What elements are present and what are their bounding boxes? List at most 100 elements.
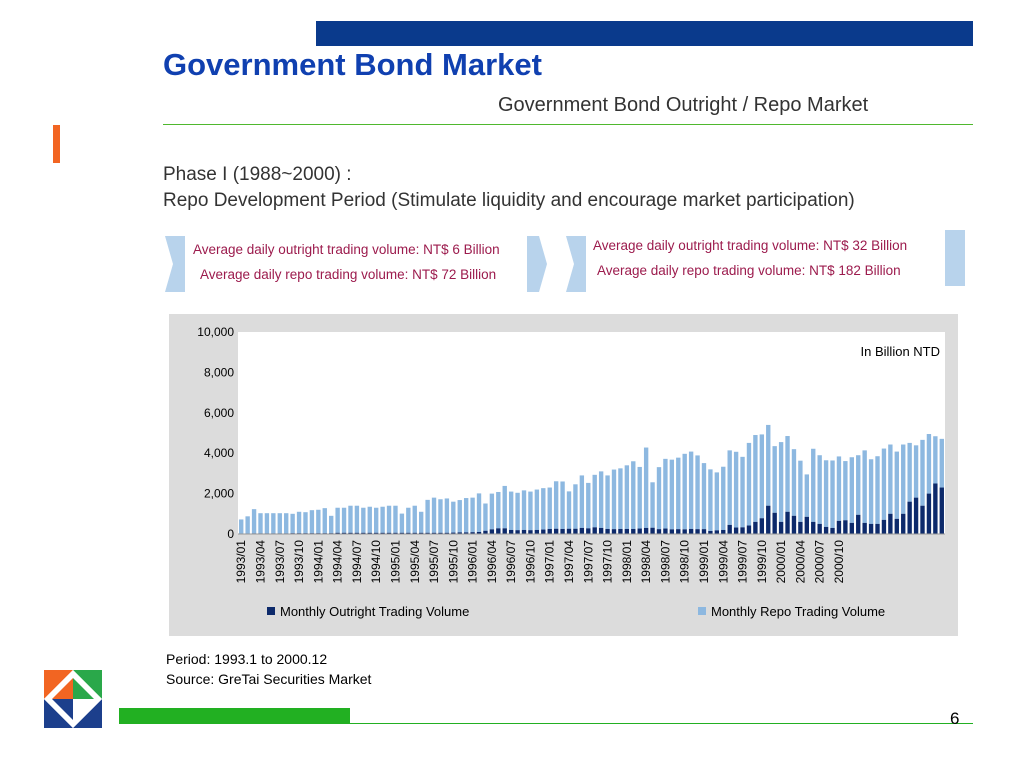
outright-bar [688, 528, 694, 534]
x-tick-label: 2000/01 [774, 540, 788, 584]
repo-bar [251, 509, 257, 534]
x-tick-label: 1995/01 [388, 540, 402, 584]
outright-bar [444, 532, 450, 534]
x-tick-label: 1994/01 [311, 540, 325, 584]
repo-bar [489, 493, 495, 530]
footer-green-bar [119, 708, 350, 724]
repo-bar [701, 463, 707, 530]
outright-bar [656, 529, 662, 534]
repo-bar [856, 455, 861, 515]
repo-bar [682, 453, 687, 530]
repo-bar [264, 513, 270, 534]
outright-bar [907, 501, 912, 534]
outright-bar [772, 512, 777, 534]
outright-bar [868, 523, 874, 534]
x-tick-label: 1999/04 [716, 540, 730, 584]
repo-bar [605, 475, 610, 529]
outright-bar [406, 532, 411, 534]
repo-bar [759, 434, 765, 519]
repo-bar [785, 436, 790, 512]
repo-bar [566, 491, 572, 529]
x-tick-label: 1997/10 [601, 540, 615, 584]
outright-bar [335, 532, 340, 534]
x-tick-label: 1995/04 [408, 540, 422, 584]
repo-bar [329, 515, 334, 534]
legend-repo-label: Monthly Repo Trading Volume [711, 604, 885, 619]
repo-bar [271, 513, 276, 534]
x-tick-label: 1998/07 [658, 540, 672, 584]
outright-bar [643, 527, 649, 534]
repo-bar [380, 506, 385, 533]
outright-bar [624, 528, 630, 534]
outright-bar [618, 528, 623, 534]
repo-bar [361, 507, 366, 533]
outright-bar [888, 513, 893, 534]
repo-bar [926, 434, 932, 494]
repo-bar [618, 468, 623, 529]
outright-bar [605, 528, 610, 534]
repo-bar [348, 505, 353, 533]
outright-bar [386, 532, 392, 534]
y-tick-label: 6,000 [204, 406, 234, 420]
y-tick-label: 2,000 [204, 487, 234, 501]
repo-bar [637, 466, 642, 529]
outright-bar [843, 520, 848, 534]
outright-bar [804, 516, 809, 534]
bar-chart: 0 2,000 4,000 6,000 8,000 10,000 In Billion NT… [197, 325, 945, 619]
repo-bar [425, 499, 430, 533]
repo-bar [843, 461, 848, 521]
repo-bar [303, 512, 308, 534]
x-tick-label: 1996/01 [466, 540, 480, 584]
repo-bar [457, 500, 462, 533]
outright-bar [746, 525, 752, 534]
repo-bar [772, 446, 777, 513]
chevron-arrow-icon [945, 230, 965, 286]
x-tick-label: 1993/10 [292, 540, 306, 584]
page-subtitle: Government Bond Outright / Repo Market [498, 94, 869, 116]
outright-bar [438, 532, 443, 534]
repo-bar [277, 513, 282, 534]
outright-bar [836, 520, 842, 534]
outright-bar [875, 523, 880, 534]
gretai-logo [44, 670, 102, 728]
repo-bar [727, 450, 732, 525]
outright-bar [566, 528, 572, 534]
outright-bar [502, 528, 507, 534]
repo-bar [309, 510, 315, 534]
outright-bar [374, 532, 379, 534]
repo-bar [778, 442, 784, 522]
chevron-arrow-icon [527, 236, 547, 292]
outright-bar [926, 493, 932, 534]
repo-bar [669, 459, 675, 530]
x-tick-label: 1999/07 [736, 540, 750, 584]
chevron-arrow-icon [566, 236, 586, 292]
outright-bar [598, 527, 604, 534]
phase-description: Phase I (1988~2000) : Repo Development P… [163, 162, 855, 214]
outright-bar [753, 521, 758, 534]
repo-bar [868, 459, 874, 524]
x-tick-label: 1996/07 [504, 540, 518, 584]
outright-bar [425, 532, 430, 534]
outright-bar [399, 532, 405, 534]
repo-bar [888, 444, 893, 514]
repo-bar [374, 507, 379, 533]
repo-bar [817, 455, 822, 524]
repo-bar [907, 442, 912, 502]
repo-bar [714, 472, 720, 531]
outright-bar [920, 505, 925, 534]
outright-bar [496, 528, 501, 534]
repo-bar [496, 491, 501, 529]
outright-bar [721, 529, 726, 534]
outright-bar [682, 529, 687, 534]
x-tick-label: 2000/07 [813, 540, 827, 584]
repo-bar [476, 493, 482, 532]
y-tick-label: 0 [227, 527, 234, 541]
repo-bar [913, 445, 919, 498]
outright-bar [457, 532, 462, 534]
repo-bar [740, 456, 745, 528]
repo-bar [284, 513, 289, 534]
outright-bar [611, 529, 617, 534]
repo-bar [811, 448, 816, 522]
repo-bar [804, 474, 809, 517]
outright-bar [534, 529, 540, 534]
